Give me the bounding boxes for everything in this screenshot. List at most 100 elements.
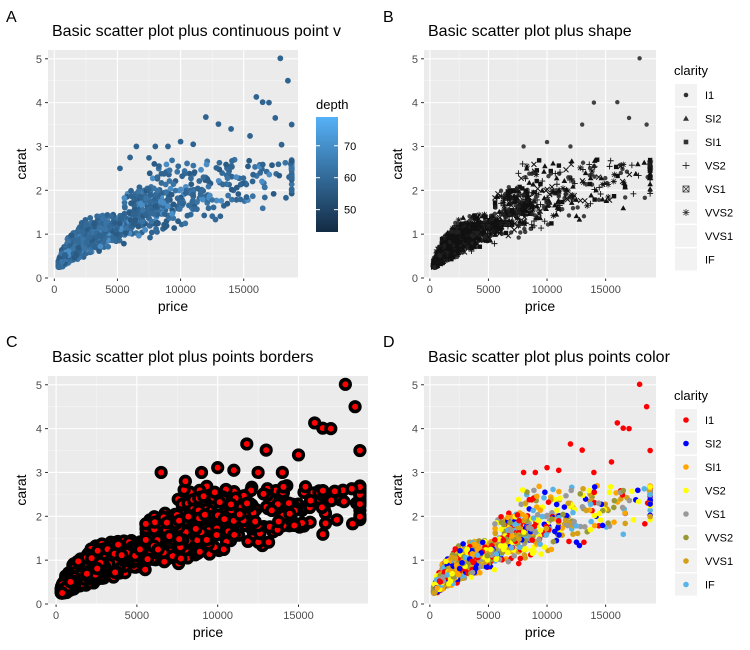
data-point (215, 177, 222, 184)
y-tick-label: 3 (412, 141, 418, 153)
data-point (205, 183, 212, 190)
data-point (182, 220, 189, 227)
data-point (498, 193, 505, 200)
data-point (202, 114, 209, 120)
data-point (620, 161, 627, 168)
data-point (432, 264, 437, 270)
x-tick-label: 0 (51, 284, 57, 296)
data-point (605, 194, 612, 201)
data-point (252, 164, 258, 170)
panel-tag-b: B (383, 9, 394, 26)
data-point (579, 122, 585, 127)
data-point (194, 185, 201, 192)
data-point (611, 171, 618, 178)
legend-label: IF (705, 255, 715, 267)
data-point (566, 175, 571, 180)
data-point (261, 194, 268, 201)
data-point (247, 133, 253, 139)
data-point (477, 244, 483, 249)
legend-title: depth (316, 97, 349, 112)
data-point (611, 193, 617, 199)
data-point (215, 121, 222, 127)
legend-label: SI1 (705, 137, 722, 149)
data-point (270, 190, 277, 197)
data-point (563, 192, 568, 197)
y-tick-label: 0 (412, 273, 418, 285)
data-point (116, 220, 123, 227)
data-point (592, 197, 597, 202)
data-point (235, 191, 242, 197)
x-tick-label: 0 (53, 610, 59, 622)
data-point (139, 218, 146, 225)
data-point (276, 172, 283, 179)
data-point (128, 187, 134, 194)
y-tick-label: 0 (36, 273, 42, 285)
data-point (470, 225, 475, 231)
data-point (453, 229, 458, 235)
x-axis-title: price (158, 298, 189, 314)
legend-symbol (683, 139, 689, 145)
y-axis-title: carat (389, 148, 405, 179)
data-point (148, 218, 155, 225)
data-point (259, 205, 266, 212)
data-point (79, 229, 85, 236)
data-point (135, 188, 142, 195)
panel-b: B Basic scatter plot plus shape 0 5000 100… (383, 9, 733, 314)
data-point (505, 189, 511, 194)
data-point (288, 175, 295, 181)
data-point (199, 196, 206, 203)
data-point (170, 201, 177, 208)
legend-symbol (683, 92, 689, 98)
data-point (527, 171, 532, 176)
data-point (154, 187, 161, 194)
data-point (647, 188, 653, 193)
data-point (203, 161, 210, 168)
legend-key (675, 248, 697, 271)
data-point (186, 170, 193, 177)
x-tick-label: 10000 (532, 284, 563, 296)
data-point (147, 234, 153, 241)
data-point (566, 213, 572, 218)
data-point (224, 175, 231, 182)
data-point (521, 192, 527, 197)
x-tick-label: 5000 (476, 284, 500, 296)
data-point (245, 163, 251, 170)
panel-tag-c: C (6, 334, 18, 351)
data-point (163, 222, 170, 229)
data-point (550, 212, 557, 219)
data-point (177, 138, 184, 145)
data-point (249, 178, 256, 185)
data-point (253, 94, 260, 100)
data-point (184, 212, 191, 219)
data-point (68, 232, 75, 239)
panel-title-b: Basic scatter plot plus shape (428, 23, 632, 40)
x-axis-title: price (525, 298, 556, 314)
y-tick-label: 2 (412, 185, 418, 197)
data-point (246, 157, 253, 164)
data-point (288, 165, 295, 172)
data-point (86, 233, 92, 240)
data-point (644, 122, 649, 127)
data-point (591, 164, 597, 169)
x-tick-label: 5000 (105, 284, 129, 296)
data-point (637, 56, 642, 61)
data-point (240, 175, 247, 182)
y-tick-label: 0 (36, 599, 42, 611)
data-point (233, 174, 240, 181)
data-point (516, 210, 522, 216)
data-point (522, 229, 528, 235)
data-point (146, 170, 153, 177)
data-point (523, 174, 528, 180)
data-point (544, 139, 550, 145)
data-point (128, 200, 134, 207)
y-tick-label: 1 (36, 555, 42, 567)
data-point (250, 171, 257, 178)
data-point (102, 226, 109, 233)
data-point (469, 233, 475, 238)
y-axis-title: carat (13, 474, 29, 505)
data-point (200, 174, 207, 181)
data-point (610, 178, 617, 185)
data-point (275, 161, 282, 168)
